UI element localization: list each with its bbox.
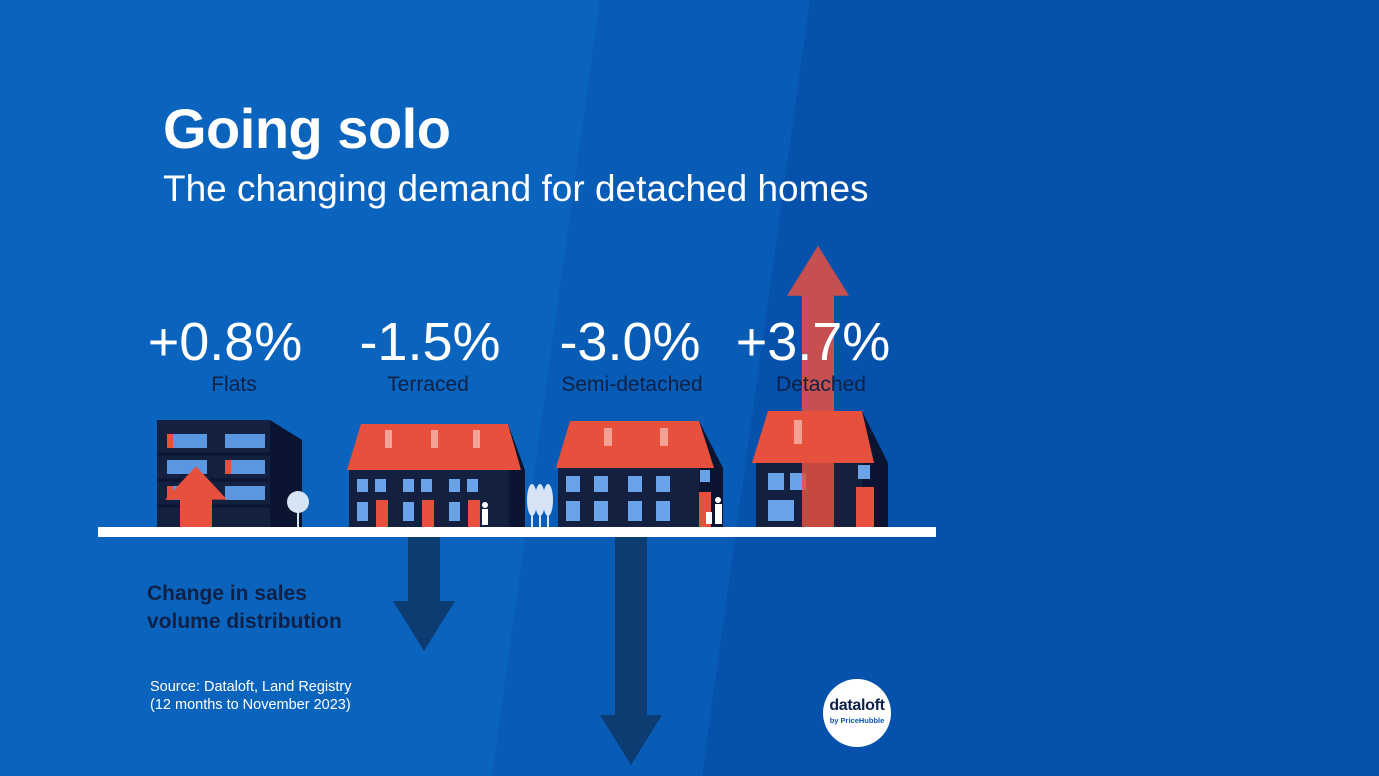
ground-line (98, 527, 936, 537)
category-label-semi-detached: Semi-detached (561, 373, 703, 396)
flats-building-illustration (157, 420, 309, 527)
legend-label-line1: Change in sales (147, 582, 307, 605)
bar-arrow-terraced (393, 537, 455, 651)
category-label-detached: Detached (776, 373, 866, 396)
category-label-flats: Flats (211, 373, 257, 396)
bar-arrow-detached (787, 245, 849, 528)
bar-arrow-flats (165, 466, 227, 527)
background-panel-right (702, 0, 1379, 776)
source-note: Source: Dataloft, Land Registry (12 mont… (150, 678, 352, 714)
category-label-terraced: Terraced (387, 373, 469, 396)
semi-detached-illustration (556, 421, 723, 527)
logo-subtext: by PriceHubble (829, 716, 885, 725)
background-panel-left (0, 0, 600, 776)
value-label-terraced: -1.5% (359, 312, 501, 372)
legend-label: Change in sales volume distribution (147, 580, 342, 636)
source-line2: (12 months to November 2023) (150, 697, 351, 714)
dataloft-logo: dataloft by PriceHubble (823, 679, 891, 747)
background-panel-middle (492, 0, 810, 776)
page-title: Going solo (163, 97, 451, 160)
page-subtitle: The changing demand for detached homes (163, 168, 869, 209)
value-label-semi-detached: -3.0% (559, 312, 701, 372)
terraced-houses-illustration (347, 424, 525, 527)
value-label-detached: +3.7% (735, 312, 891, 372)
logo-wordmark: dataloft (829, 697, 885, 714)
bar-arrow-semi-detached (600, 537, 662, 765)
trees-illustration (527, 484, 553, 527)
source-line1: Source: Dataloft, Land Registry (150, 679, 352, 695)
legend-label-line2: volume distribution (147, 609, 342, 633)
value-label-flats: +0.8% (147, 312, 303, 372)
